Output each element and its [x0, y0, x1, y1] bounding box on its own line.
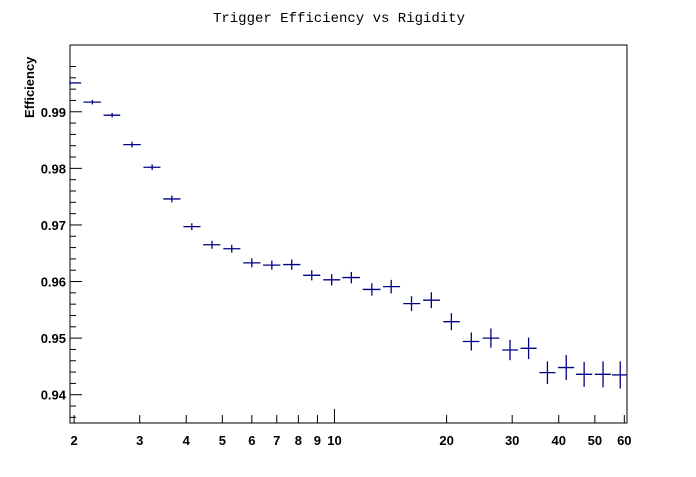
data-point [557, 355, 575, 380]
x-tick-label: 6 [248, 433, 255, 448]
y-axis-title: Efficiency [22, 56, 37, 118]
y-tick-label: 0.96 [41, 275, 66, 290]
data-point [575, 361, 593, 387]
x-tick-label: 9 [314, 433, 321, 448]
data-point [362, 283, 381, 296]
y-tick-label: 0.98 [41, 161, 66, 176]
data-point [263, 260, 281, 270]
data-point [594, 361, 611, 388]
data-point [323, 274, 341, 286]
data-point [283, 259, 301, 270]
data-layer [69, 80, 627, 389]
chart-title: Trigger Efficiency vs Rigidity [213, 11, 465, 27]
data-point [303, 270, 321, 281]
plot-border [69, 44, 628, 424]
data-point [83, 99, 101, 105]
data-point [539, 361, 556, 384]
data-point [342, 271, 360, 284]
data-point [123, 141, 141, 148]
data-point [383, 279, 401, 294]
x-tick-label: 30 [505, 433, 519, 448]
data-point [203, 240, 221, 249]
data-point [520, 337, 537, 360]
x-tick-label: 40 [551, 433, 565, 448]
x-tick-label: 2 [70, 433, 77, 448]
x-tick-label: 5 [219, 433, 226, 448]
y-tick-label: 0.99 [41, 105, 66, 120]
data-point [243, 258, 261, 268]
data-point [482, 328, 500, 348]
data-point [462, 332, 480, 351]
plot-frame [69, 44, 628, 424]
data-point [423, 292, 440, 309]
x-tick-label: 4 [183, 433, 191, 448]
y-tick-label: 0.97 [41, 218, 66, 233]
data-point [502, 339, 519, 361]
x-tick-label: 3 [136, 433, 143, 448]
data-point [163, 195, 181, 203]
data-point [103, 112, 121, 118]
x-tick-label: 60 [617, 433, 631, 448]
data-point [443, 313, 460, 331]
y-tick-label: 0.94 [41, 388, 67, 403]
x-tick-label: 50 [588, 433, 602, 448]
y-axis: 0.94 0.95 0.96 0.97 0.98 0.99 [41, 66, 82, 418]
x-tick-label: 20 [439, 433, 453, 448]
data-point [69, 80, 82, 86]
data-point [612, 361, 627, 389]
x-axis: 2 3 4 5 6 7 8 9 10 20 30 40 50 60 [70, 409, 632, 448]
x-tick-label: 7 [273, 433, 280, 448]
data-point [403, 296, 421, 311]
y-tick-label: 0.95 [41, 331, 66, 346]
data-point [143, 164, 161, 171]
data-point [183, 223, 201, 231]
data-point [223, 244, 241, 253]
x-tick-label: 10 [327, 433, 341, 448]
x-tick-label: 8 [295, 433, 302, 448]
